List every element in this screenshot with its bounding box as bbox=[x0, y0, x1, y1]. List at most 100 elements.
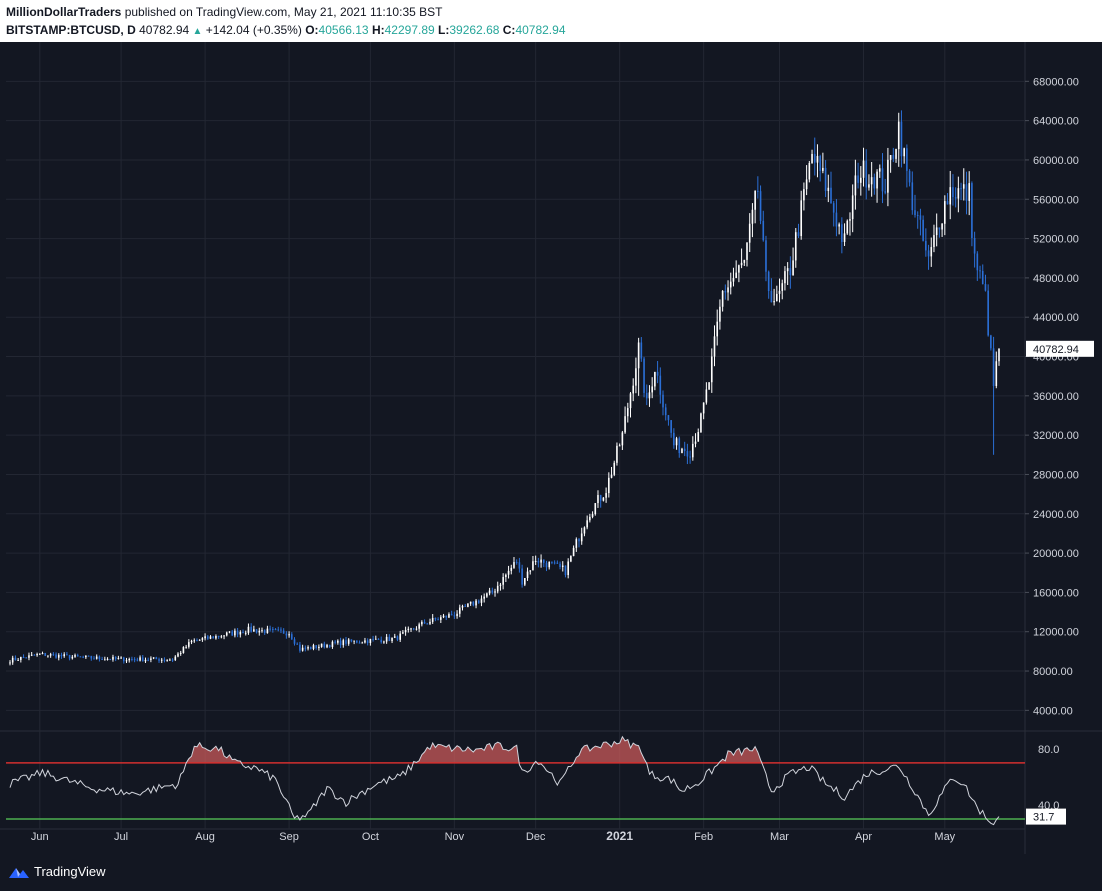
price-chart[interactable]: 68000.00 64000.00 60000.00 56000.00 52000.00… bbox=[0, 42, 1102, 854]
low-label: L: bbox=[438, 23, 450, 37]
candle bbox=[542, 559, 545, 563]
candle bbox=[505, 574, 507, 578]
candle bbox=[922, 219, 924, 241]
candle bbox=[49, 654, 52, 656]
candle bbox=[824, 167, 827, 191]
candle bbox=[198, 639, 201, 641]
time-tick-label: Feb bbox=[694, 831, 713, 843]
candle bbox=[475, 600, 477, 606]
candle bbox=[794, 232, 797, 261]
candle bbox=[499, 584, 502, 586]
candle bbox=[743, 259, 746, 263]
candle bbox=[654, 371, 656, 387]
candle bbox=[98, 656, 101, 660]
candle bbox=[269, 628, 271, 630]
candle bbox=[60, 654, 63, 657]
candle bbox=[927, 250, 930, 257]
candle bbox=[339, 640, 342, 646]
last-price-badge bbox=[1026, 340, 1094, 357]
candle bbox=[873, 177, 876, 189]
candle bbox=[765, 240, 767, 272]
candle bbox=[350, 639, 353, 642]
candle bbox=[182, 647, 185, 653]
price-tick-label: 8000.00 bbox=[1033, 666, 1073, 678]
candle bbox=[412, 628, 415, 630]
symbol-label: BITSTAMP:BTCUSD, D bbox=[6, 23, 136, 37]
candle bbox=[914, 210, 916, 216]
candle bbox=[372, 638, 374, 640]
tradingview-brand[interactable]: TradingView bbox=[8, 864, 106, 879]
candle bbox=[494, 591, 496, 593]
candle bbox=[887, 159, 889, 193]
candle bbox=[393, 636, 396, 638]
price-tick-label: 52000.00 bbox=[1033, 234, 1079, 246]
time-tick-label: Mar bbox=[770, 831, 789, 843]
candle bbox=[244, 632, 247, 634]
candle bbox=[201, 638, 204, 640]
candle bbox=[285, 633, 288, 636]
candle bbox=[204, 636, 206, 639]
candle bbox=[11, 657, 14, 663]
candle bbox=[938, 227, 941, 230]
candle bbox=[120, 657, 122, 659]
candle bbox=[347, 639, 350, 644]
candle bbox=[169, 659, 171, 661]
candle bbox=[784, 271, 786, 284]
candle bbox=[231, 631, 233, 636]
candle bbox=[250, 626, 252, 632]
candle bbox=[66, 654, 68, 656]
candle bbox=[537, 560, 540, 563]
candle bbox=[263, 630, 266, 634]
candle bbox=[391, 637, 393, 642]
candle bbox=[591, 514, 594, 517]
price-change: +142.04 (+0.35%) bbox=[205, 23, 302, 37]
candle bbox=[529, 570, 532, 572]
candle bbox=[469, 601, 472, 604]
candle bbox=[613, 462, 616, 475]
time-tick-label: Aug bbox=[195, 831, 215, 843]
candle bbox=[388, 636, 391, 642]
candle bbox=[125, 660, 128, 662]
candle bbox=[190, 640, 193, 643]
candle bbox=[255, 629, 258, 633]
candle bbox=[513, 562, 515, 568]
candle bbox=[906, 148, 908, 171]
candle bbox=[258, 630, 261, 633]
candle bbox=[624, 416, 626, 433]
candle bbox=[781, 283, 784, 291]
candle bbox=[594, 503, 597, 515]
candle bbox=[407, 628, 410, 630]
candle bbox=[431, 617, 434, 622]
candle bbox=[754, 190, 756, 210]
candle bbox=[14, 657, 17, 661]
candle bbox=[76, 655, 79, 657]
candle bbox=[719, 306, 721, 322]
candle bbox=[540, 559, 542, 563]
candle bbox=[572, 547, 575, 557]
candle bbox=[266, 628, 269, 634]
candle bbox=[236, 630, 239, 635]
candle bbox=[713, 336, 716, 357]
candle bbox=[987, 290, 989, 336]
time-tick-label: Jun bbox=[31, 831, 49, 843]
candle bbox=[141, 657, 144, 662]
candle bbox=[131, 658, 133, 660]
candle bbox=[816, 155, 819, 163]
candle bbox=[952, 187, 954, 198]
candle bbox=[835, 212, 838, 227]
candle bbox=[483, 596, 485, 599]
candle bbox=[366, 640, 369, 644]
rsi-line bbox=[9, 735, 1000, 826]
candle bbox=[448, 614, 450, 618]
candle bbox=[320, 643, 323, 647]
candle bbox=[87, 655, 90, 657]
publisher-name[interactable]: MillionDollarTraders bbox=[6, 5, 122, 19]
time-tick-label: Sep bbox=[279, 831, 299, 843]
candle bbox=[629, 393, 632, 409]
time-tick-label: Dec bbox=[526, 831, 546, 843]
candle bbox=[943, 201, 946, 224]
candle bbox=[846, 220, 849, 234]
candle bbox=[442, 615, 445, 618]
candle bbox=[694, 441, 697, 444]
candle bbox=[705, 389, 708, 403]
